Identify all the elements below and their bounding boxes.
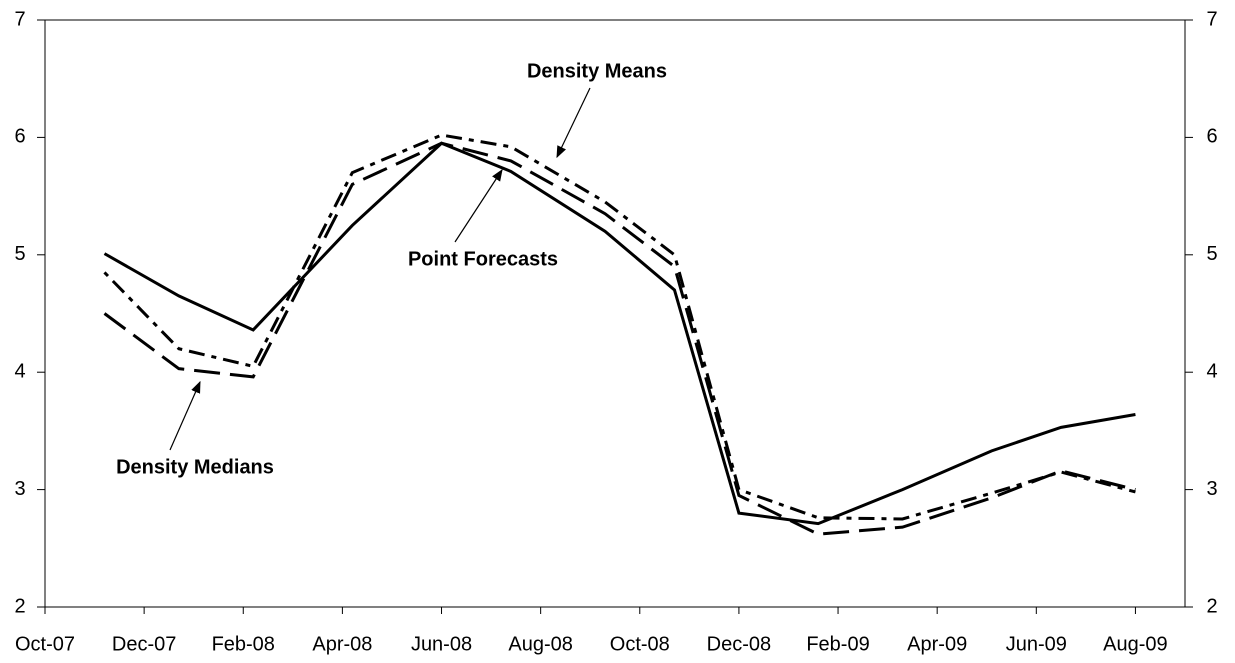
y2-tick-label: 4 [1206,360,1217,382]
annotation: Density Medians [116,456,274,478]
x-tick-label: Feb-08 [212,633,275,655]
y-tick-label: 6 [14,126,25,148]
y-tick-label: 3 [14,478,25,500]
annotation-arrow [454,168,503,243]
plot-frame [44,19,1186,608]
y2-tick-label: 7 [1206,8,1217,30]
y-tick-label: 5 [14,243,25,265]
y2-tick-label: 2 [1206,595,1217,617]
x-tick-label: Oct-08 [610,633,670,655]
y-tick-label: 7 [14,8,25,30]
x-tick-label: Dec-07 [112,633,176,655]
annotation-arrow [169,380,201,451]
x-tick-label: Aug-08 [508,633,573,655]
x-tick-label: Apr-08 [312,633,372,655]
x-tick-label: Oct-07 [15,633,75,655]
series-line [103,141,1136,526]
x-tick-label: Jun-09 [1006,633,1067,655]
x-tick-label: Dec-08 [707,633,771,655]
y2-tick-label: 5 [1206,243,1217,265]
x-tick-label: Apr-09 [907,633,967,655]
y2-tick-label: 3 [1206,478,1217,500]
annotation: Density Means [527,60,667,82]
annotation: Point Forecasts [408,248,558,270]
x-tick-label: Feb-09 [806,633,869,655]
x-tick-label: Aug-09 [1103,633,1168,655]
y-tick-label: 2 [14,595,25,617]
x-tick-label: Jun-08 [411,633,472,655]
y2-tick-label: 6 [1206,126,1217,148]
series-line [103,141,1136,536]
y-tick-label: 4 [14,360,25,382]
series-line [103,133,1136,521]
annotation-arrow [556,87,591,159]
